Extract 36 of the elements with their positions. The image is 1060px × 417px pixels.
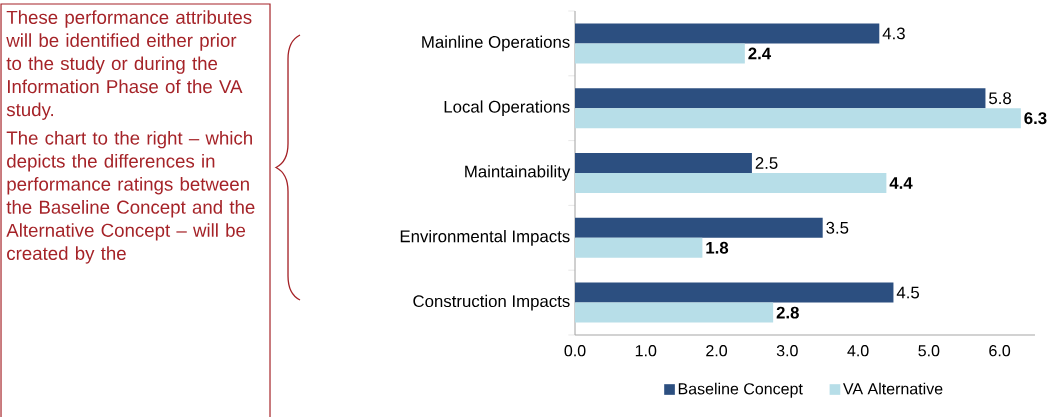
- x-tick-label: 4.0: [847, 345, 869, 357]
- y-tick-label: Environmental Impacts: [400, 229, 570, 246]
- bar: [575, 282, 894, 303]
- bar: [575, 108, 1021, 129]
- data-label: 4.5: [896, 286, 920, 299]
- x-tick-label: 5.0: [918, 345, 940, 357]
- data-label: 5.8: [989, 92, 1012, 105]
- x-tick-label: 6.0: [989, 345, 1011, 357]
- data-label: 2.4: [748, 47, 772, 60]
- data-label: 3.5: [826, 221, 849, 234]
- data-label: 2.8: [776, 306, 799, 319]
- data-label: 6.3: [1024, 112, 1047, 125]
- data-label: 1.8: [706, 241, 729, 254]
- x-tick-label: 3.0: [776, 345, 798, 357]
- bar: [575, 153, 752, 173]
- legend-label: VA Alternative: [843, 382, 943, 395]
- bar: [575, 237, 703, 258]
- x-tick-label: 1.0: [635, 345, 657, 357]
- data-label: 4.3: [882, 27, 905, 40]
- bar: [575, 23, 880, 44]
- bar: [575, 217, 823, 238]
- bar: [575, 43, 745, 64]
- text: These performance attributes will be identified either prior to the study or during the Information Phase of the VA study.: [6, 10, 252, 120]
- data-label: 4.4: [889, 177, 913, 189]
- y-tick-label: Local Operations: [444, 100, 570, 117]
- data-label: 2.5: [755, 157, 778, 169]
- x-tick-label: 2.0: [706, 345, 728, 357]
- y-tick-label: Mainline Operations: [422, 35, 570, 52]
- text: The chart to the right – which depicts the differences in performance ratings between the Baseline Concept and the Alternative Concept – will be created by the: [6, 130, 255, 264]
- bar: [575, 302, 774, 323]
- bar: [575, 88, 986, 109]
- legend-label: Baseline Concept: [678, 382, 803, 398]
- y-tick-label: Construction Impacts: [413, 294, 570, 311]
- bar: [575, 173, 887, 193]
- y-tick-label: Maintainability: [465, 165, 571, 181]
- x-tick-label: 0.0: [564, 345, 586, 357]
